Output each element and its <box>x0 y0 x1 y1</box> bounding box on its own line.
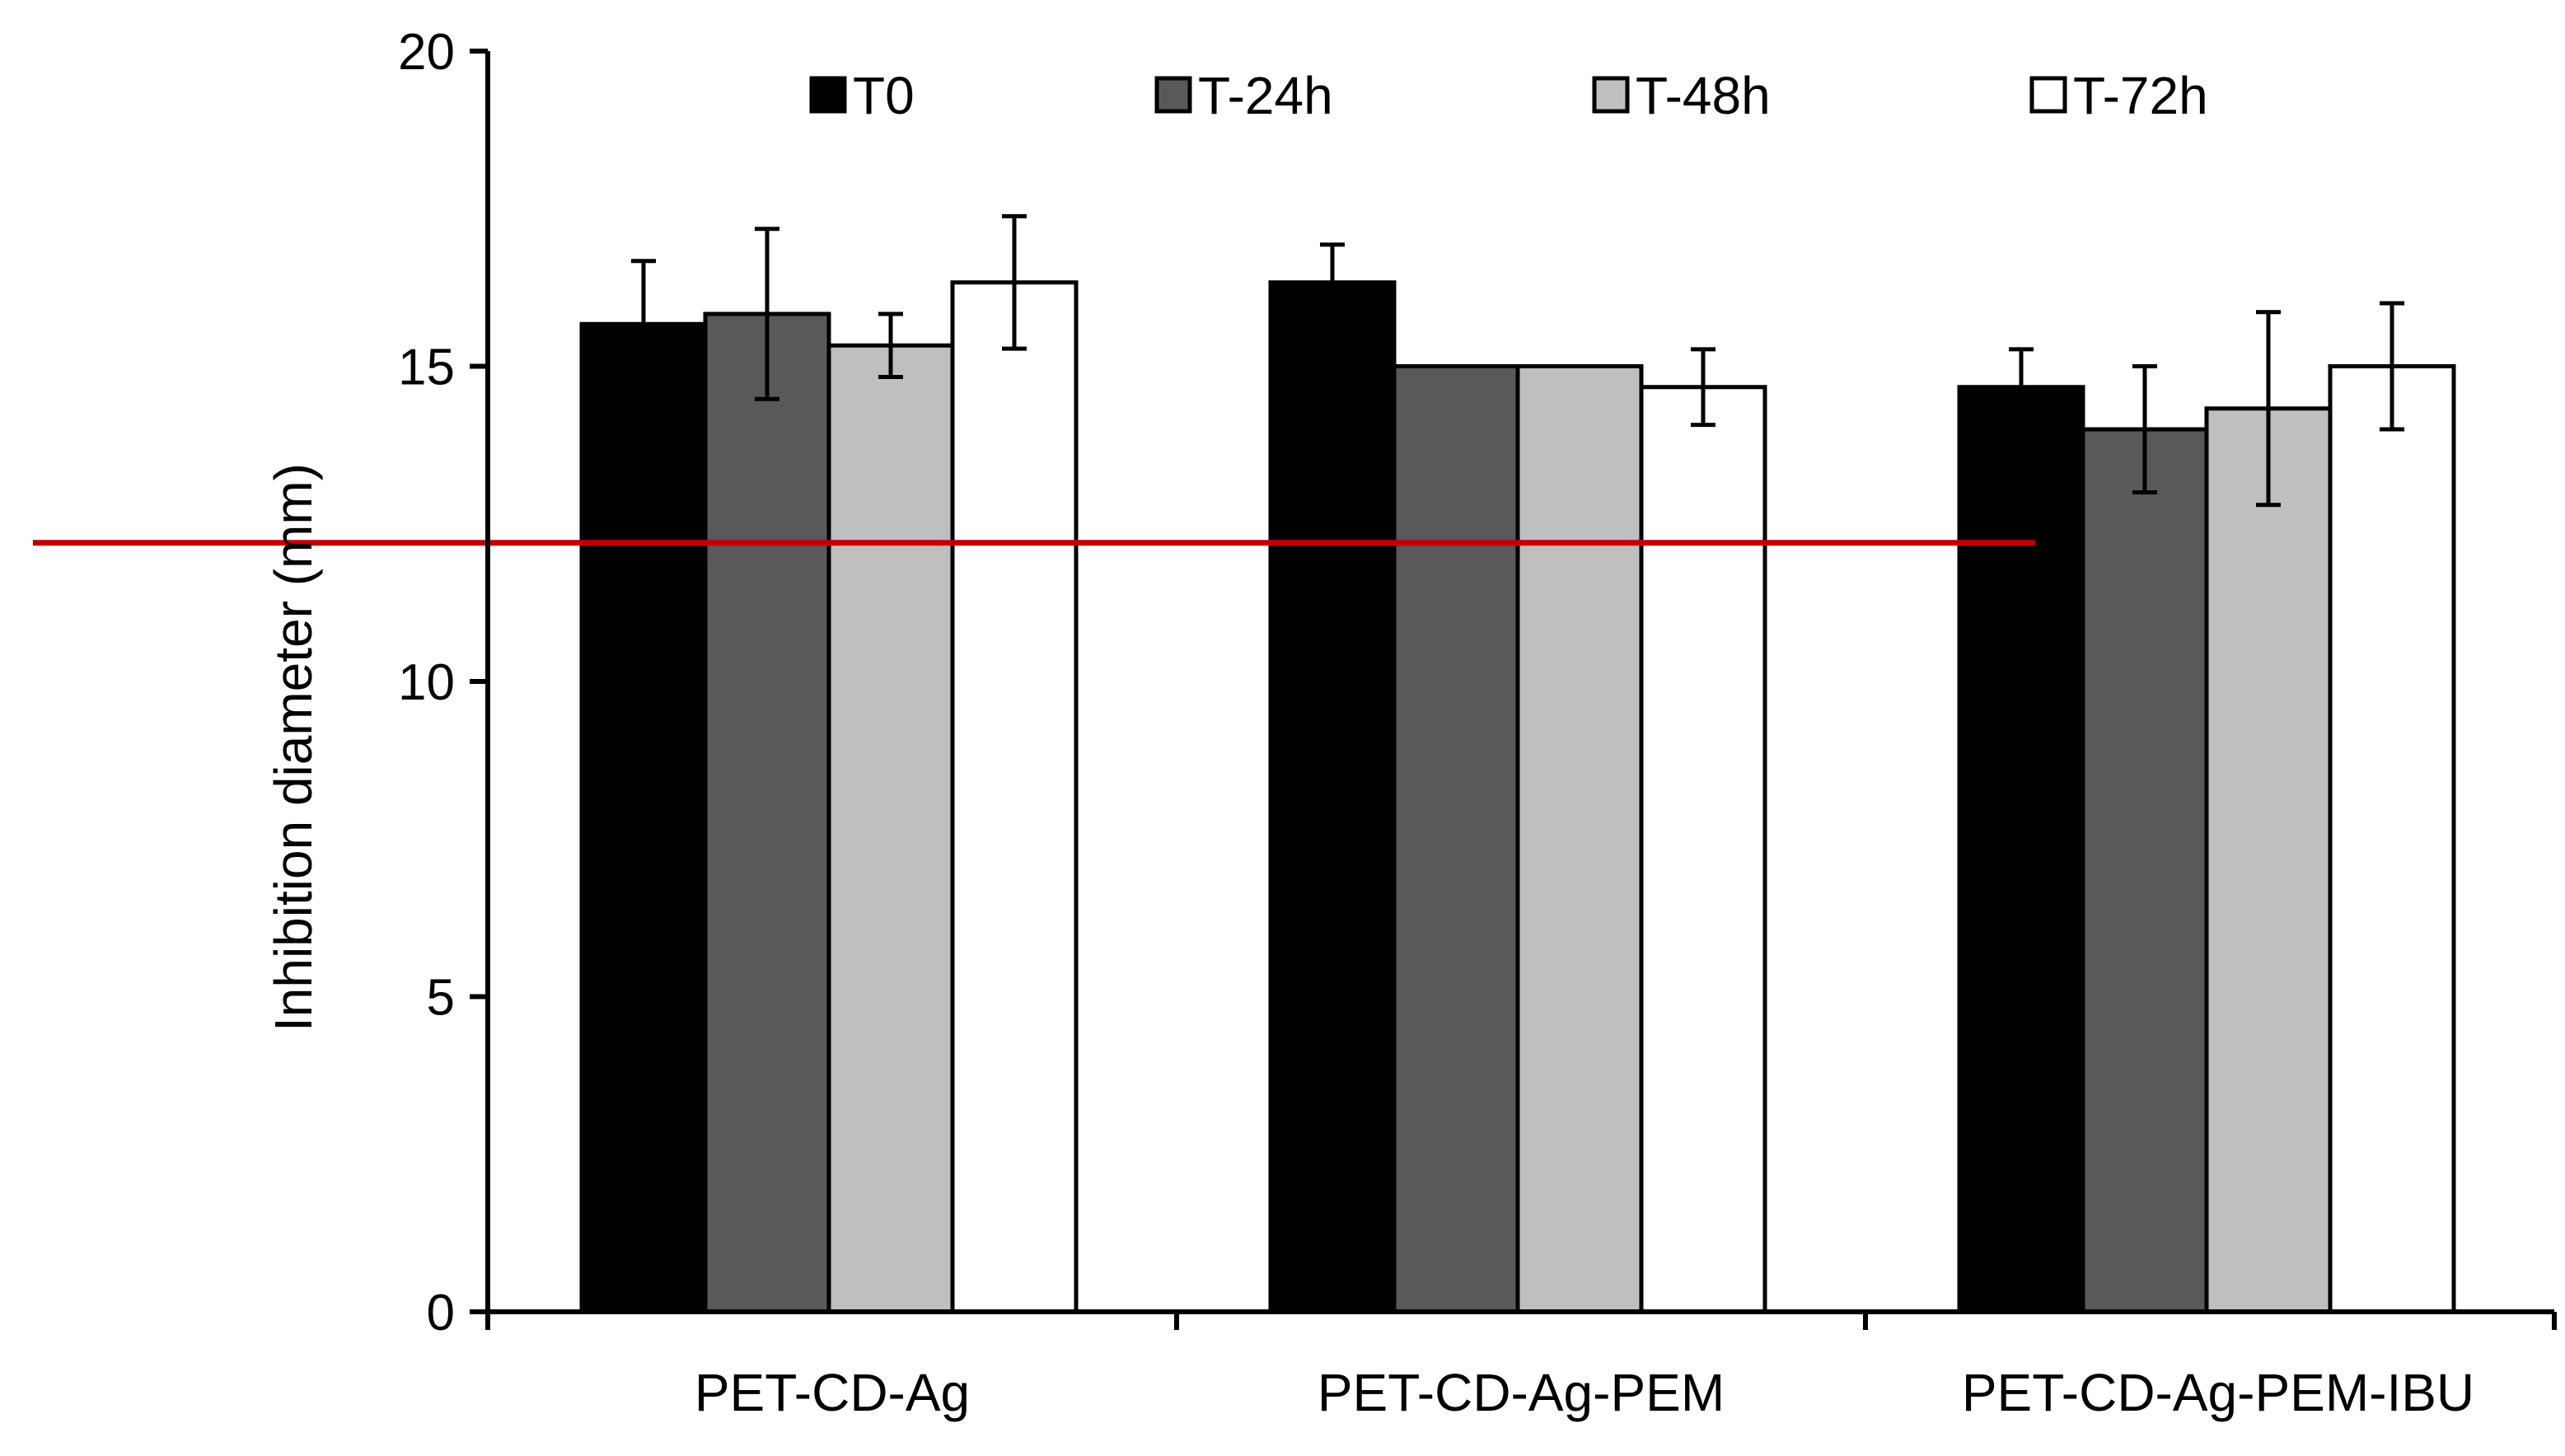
bar-t-48h-1 <box>826 343 955 1314</box>
legend-swatch-t0 <box>809 76 847 114</box>
legend-item-t-48h: T-48h <box>1592 66 1771 125</box>
bar-t-72h-3 <box>2328 364 2456 1314</box>
bar-t-24h-1 <box>703 311 831 1314</box>
error-bar-t-48h-1 <box>878 311 903 380</box>
y-tick-label-15: 15 <box>398 339 455 396</box>
y-tick-label-20: 20 <box>398 24 455 81</box>
legend-item-t-24h: T-24h <box>1154 66 1333 125</box>
error-bars-layer <box>631 213 2404 508</box>
bar-t0-1 <box>579 321 708 1314</box>
axes-layer: 0 5 10 15 20 PET-CD-Ag PET-CD-Ag-PEM PET-CD-Ag-… <box>398 24 2557 1422</box>
category-label-2: PET-CD-Ag-PEM <box>1318 1363 1725 1422</box>
category-label-1: PET-CD-Ag <box>695 1363 970 1422</box>
y-tick-label-5: 5 <box>427 970 455 1027</box>
error-bar-t0-1 <box>631 259 656 390</box>
legend-swatch-t-48h <box>1592 76 1630 114</box>
error-bar-t0-2 <box>1320 242 1345 323</box>
bar-t-48h-2 <box>1515 364 1644 1314</box>
legend-swatch-t-72h <box>2029 76 2067 114</box>
error-bar-t-48h-3 <box>2256 310 2281 508</box>
error-bar-t-24h-3 <box>2132 364 2157 494</box>
bar-t0-2 <box>1268 280 1397 1314</box>
y-tick-label-10: 10 <box>398 654 455 711</box>
bar-t-72h-2 <box>1639 385 1767 1314</box>
legend-item-t0: T0 <box>809 66 915 125</box>
bar-t-24h-2 <box>1392 364 1520 1314</box>
legend: T0 T-24h T-48h T-72h <box>809 66 2208 125</box>
legend-swatch-t-24h <box>1154 76 1192 114</box>
error-bar-t0-3 <box>2009 347 2034 428</box>
y-axis-title: Inhibition diameter (mm) <box>264 463 323 1032</box>
bar-t0-3 <box>1957 385 2085 1314</box>
legend-label-t-24h: T-24h <box>1198 66 1333 125</box>
error-bar-t-72h-1 <box>1002 213 1027 351</box>
legend-label-t-72h: T-72h <box>2073 66 2208 125</box>
category-label-3: PET-CD-Ag-PEM-IBU <box>1962 1363 2474 1422</box>
legend-item-t-72h: T-72h <box>2029 66 2208 125</box>
bars-layer <box>579 280 2456 1314</box>
legend-label-t-48h: T-48h <box>1636 66 1771 125</box>
bar-t-24h-3 <box>2081 427 2209 1314</box>
legend-label-t0: T0 <box>853 66 915 125</box>
y-tick-label-0: 0 <box>427 1285 455 1341</box>
error-bar-t-72h-2 <box>1691 347 1715 428</box>
bar-t-48h-3 <box>2204 406 2333 1314</box>
error-bar-t-24h-1 <box>755 227 779 401</box>
bar-t-72h-1 <box>950 280 1079 1314</box>
error-bar-t-72h-3 <box>2380 301 2404 432</box>
